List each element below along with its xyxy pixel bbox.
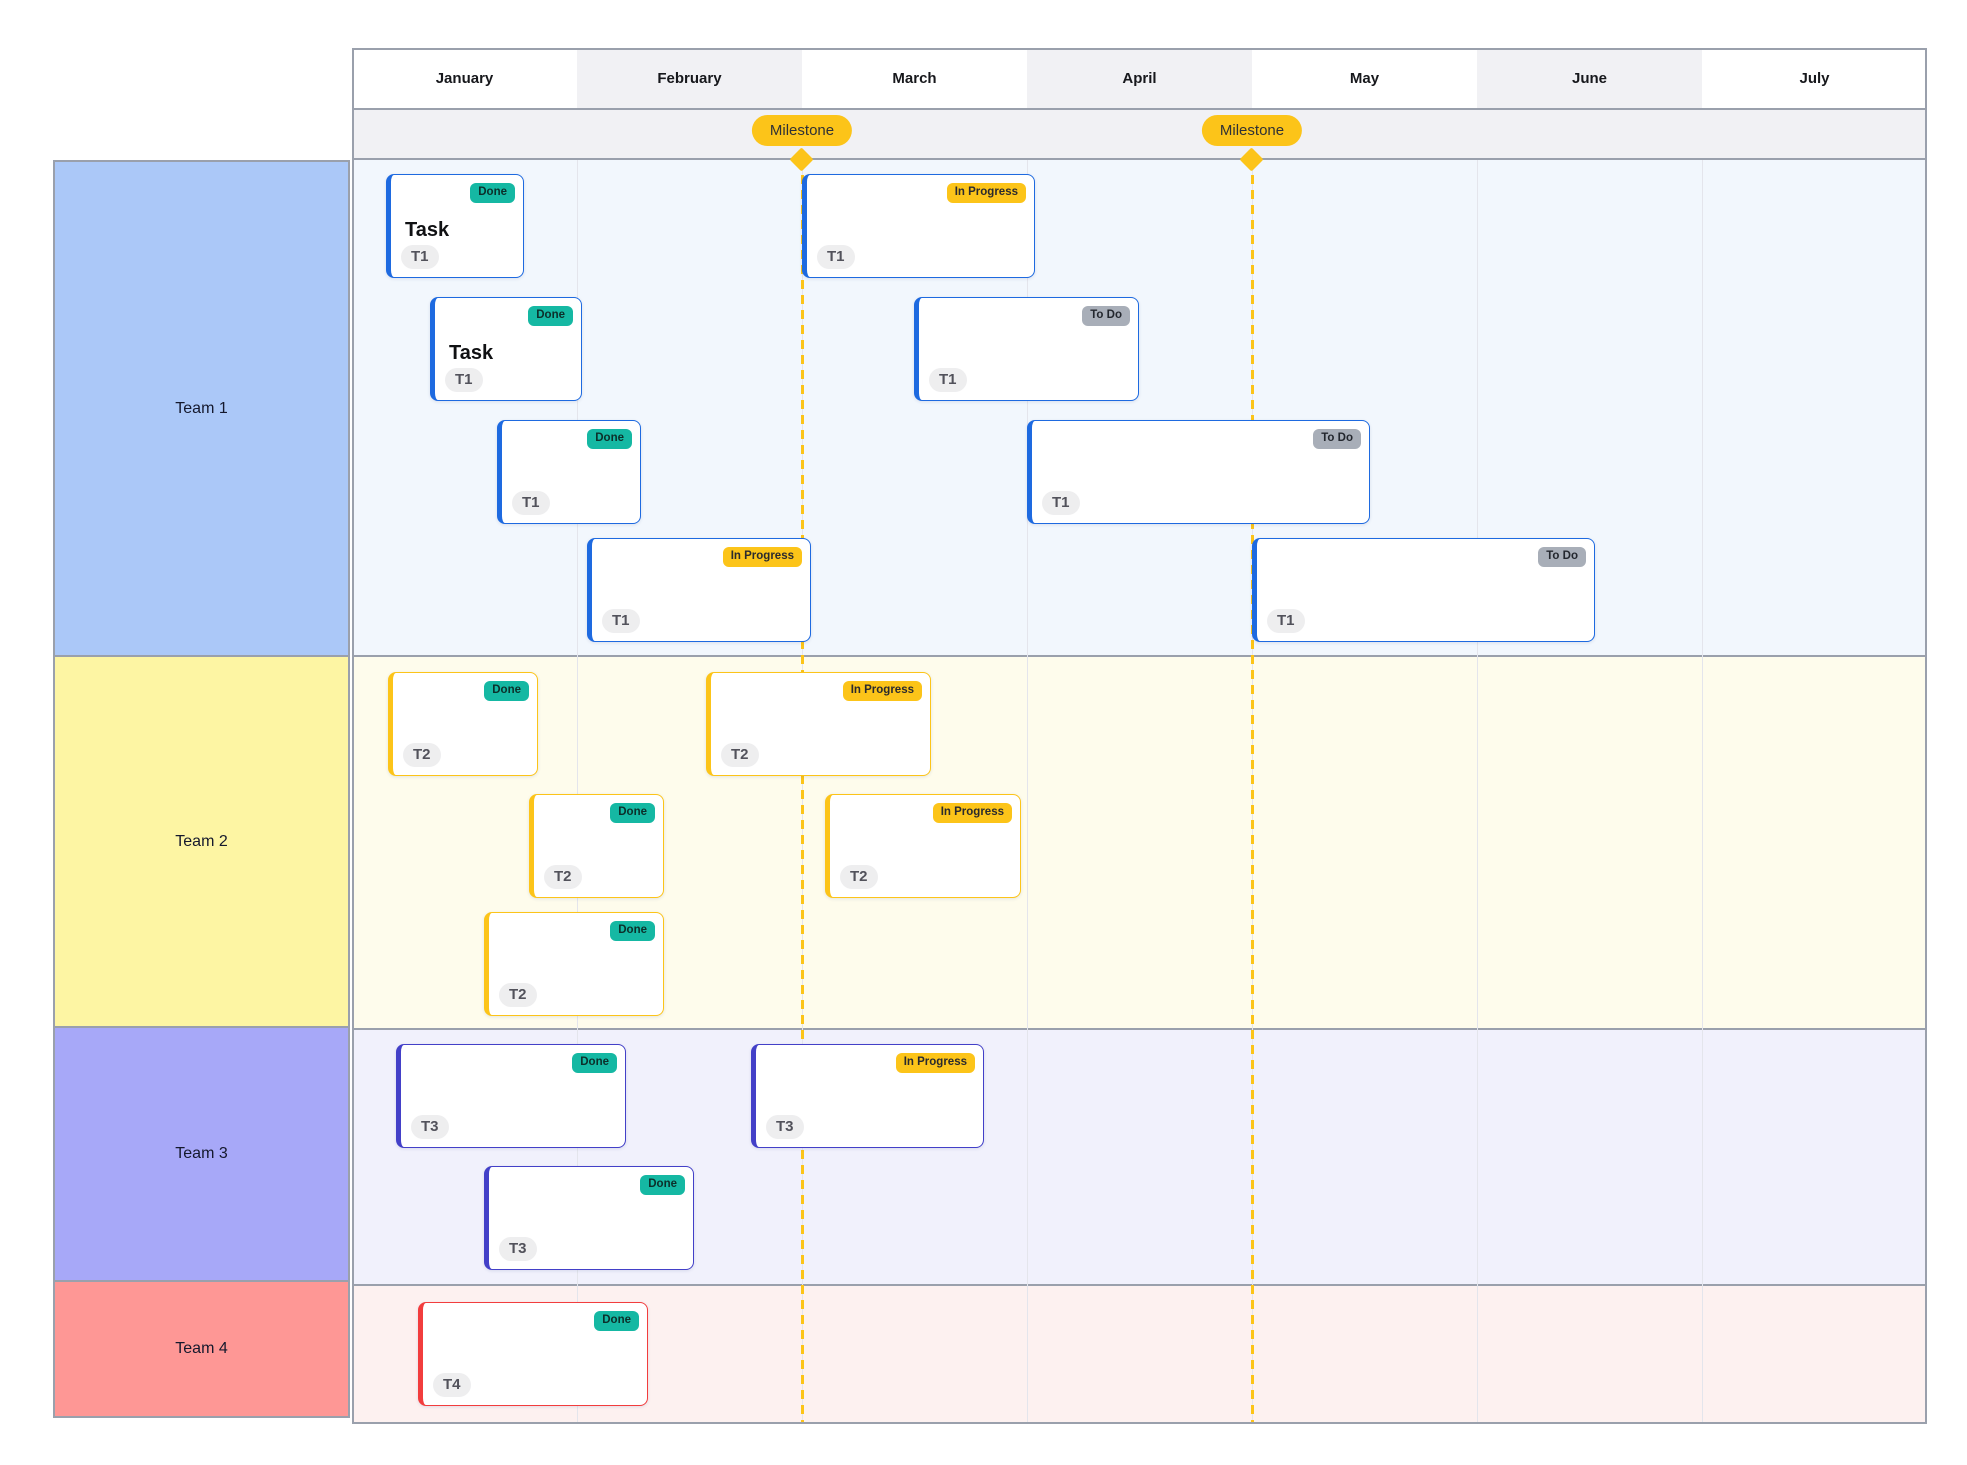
status-badge: Done [470,183,515,203]
task-tag-pill: T2 [840,864,878,889]
month-gridline [1702,160,1703,1424]
task-card-t2-done[interactable]: Done T2 [484,912,664,1016]
task-card-t2-done[interactable]: Done T2 [529,794,664,898]
timeline-chart: January February March April May June July Mil… [352,48,1927,1424]
status-badge: In Progress [946,183,1026,203]
task-card-t2-done[interactable]: Done T2 [388,672,538,776]
milestone-row [352,110,1927,160]
status-badge: Done [587,429,632,449]
month-header-january: January [352,48,577,108]
status-badge: In Progress [842,681,922,701]
status-badge: To Do [1313,429,1361,449]
month-header-march: March [802,48,1027,108]
status-badge: To Do [1538,547,1586,567]
task-card-t3-done[interactable]: Done T3 [484,1166,694,1270]
task-card-t3-done[interactable]: Done T3 [396,1044,626,1148]
task-tag-pill: T1 [1042,490,1080,515]
status-badge: In Progress [932,803,1012,823]
task-card-t1-to-do[interactable]: To Do T1 [1027,420,1370,524]
status-badge: To Do [1082,306,1130,326]
task-tag-pill: T1 [1267,608,1305,633]
month-gridline [1477,160,1478,1424]
task-card-t4-done[interactable]: Done T4 [418,1302,648,1406]
task-card-t2-in-progress[interactable]: In Progress T2 [825,794,1021,898]
task-tag-pill: T3 [499,1236,537,1261]
month-header-july: July [1702,48,1927,108]
status-badge: Done [610,803,655,823]
status-badge: In Progress [895,1053,975,1073]
task-tag-pill: T1 [817,244,855,269]
status-badge: Done [610,921,655,941]
task-tag-pill: T3 [766,1114,804,1139]
milestone-pill-2[interactable]: Milestone [1201,115,1303,146]
task-tag-pill: T1 [401,244,439,269]
month-header-april: April [1027,48,1252,108]
task-title: Task [449,342,494,364]
month-header-february: February [577,48,802,108]
status-badge: In Progress [722,547,802,567]
status-badge: Done [640,1175,685,1195]
task-tag-pill: T3 [411,1114,449,1139]
task-tag-pill: T2 [499,982,537,1007]
team-label-3: Team 3 [53,1026,350,1282]
task-tag-pill: T1 [602,608,640,633]
task-tag-pill: T2 [403,742,441,767]
month-header-june: June [1477,48,1702,108]
task-title: Task [405,219,450,241]
task-tag-pill: T4 [433,1372,471,1397]
task-card-t3-in-progress[interactable]: In Progress T3 [751,1044,984,1148]
task-card-t1-to-do[interactable]: To Do T1 [914,297,1139,401]
month-header: January February March April May June July [352,48,1927,110]
task-card-t1-done[interactable]: Done T1 [497,420,641,524]
task-card-t1-done[interactable]: Done Task T1 [430,297,582,401]
task-tag-pill: T1 [445,367,483,392]
task-tag-pill: T1 [512,490,550,515]
status-badge: Done [594,1311,639,1331]
task-card-t1-in-progress[interactable]: In Progress T1 [587,538,811,642]
month-gridline [577,160,578,1424]
team-label-1: Team 1 [53,160,350,657]
status-badge: Done [572,1053,617,1073]
team-label-2: Team 2 [53,655,350,1028]
month-gridline [1027,160,1028,1424]
task-tag-pill: T2 [544,864,582,889]
milestone-line-2 [1251,160,1254,1424]
task-card-t2-in-progress[interactable]: In Progress T2 [706,672,931,776]
milestone-pill-1[interactable]: Milestone [751,115,853,146]
team-label-4: Team 4 [53,1280,350,1418]
task-tag-pill: T1 [929,367,967,392]
task-tag-pill: T2 [721,742,759,767]
milestone-line-1 [801,160,804,1424]
status-badge: Done [484,681,529,701]
status-badge: Done [528,306,573,326]
task-card-t1-done[interactable]: Done Task T1 [386,174,524,278]
month-header-may: May [1252,48,1477,108]
task-card-t1-to-do[interactable]: To Do T1 [1252,538,1595,642]
task-card-t1-in-progress[interactable]: In Progress T1 [802,174,1035,278]
team-label-column: Team 1 Team 2 Team 3 Team 4 [53,160,350,1418]
